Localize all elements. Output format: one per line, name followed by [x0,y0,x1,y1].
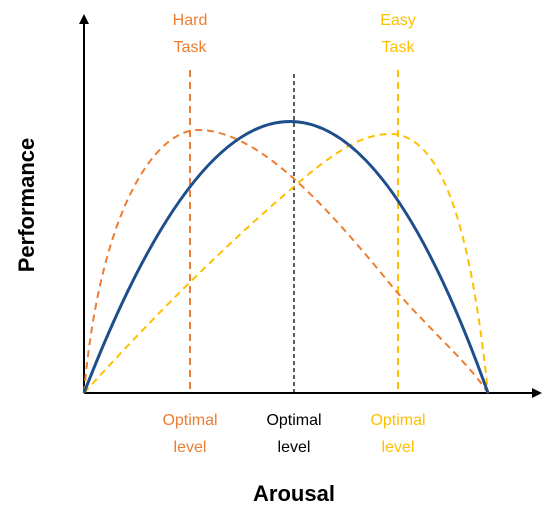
easy-task-label-line1: Easy [380,12,416,29]
easy-task-curve [83,132,489,394]
y-axis-title: Performance [14,138,39,273]
easy-task-label-line2: Task [382,39,416,56]
x-axis-title: Arousal [253,481,335,506]
optimal-hard-label-line2: level [174,439,207,456]
mid-task-curve [82,120,490,394]
hard-task-label-line2: Task [174,39,208,56]
optimal-mid-label-line1: Optimal [266,412,321,429]
optimal-mid-label-line2: level [278,439,311,456]
hard-task-label-line1: Hard [173,12,208,29]
hard-task-curve [83,128,489,394]
optimal-easy-label-line1: Optimal [370,412,425,429]
optimal-hard-label-line1: Optimal [162,412,217,429]
optimal-easy-label-line2: level [382,439,415,456]
